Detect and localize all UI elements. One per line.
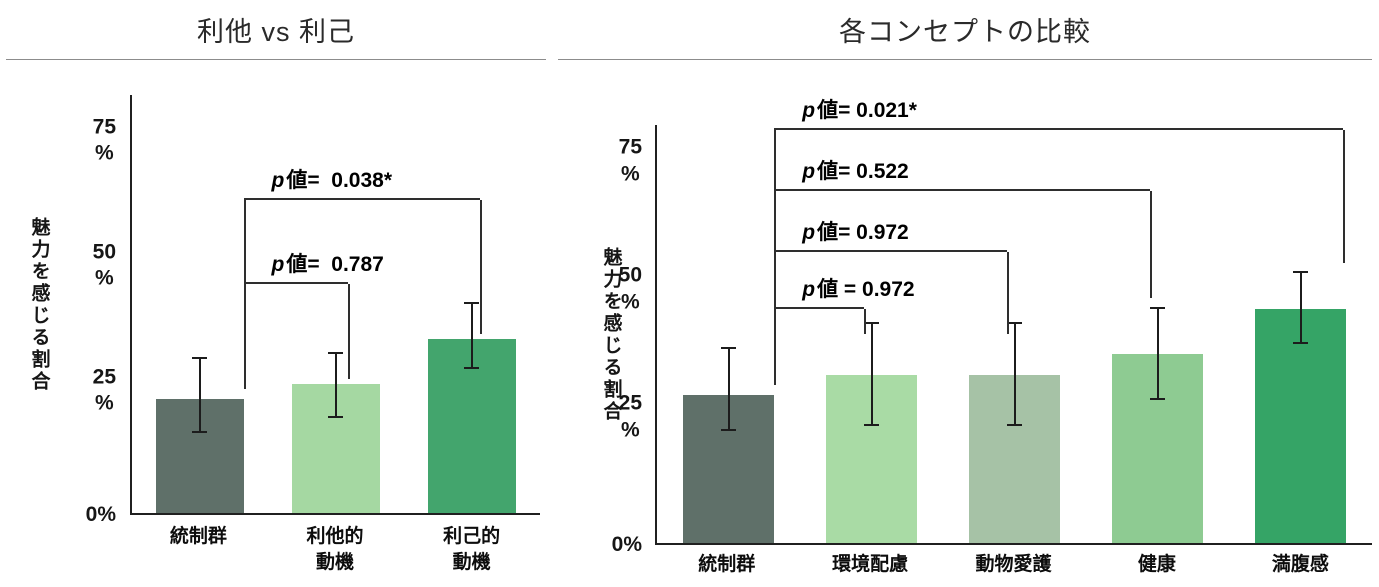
y-tick-label: 25 % — [92, 364, 116, 414]
chart-title-right: 各コンセプトの比較 — [839, 17, 1091, 47]
x-category-label: 動物愛護 — [975, 554, 1052, 575]
error-bar-cap — [720, 428, 736, 431]
significance-bracket-line — [243, 197, 481, 200]
p-value-label: p値 = 0.972 — [802, 277, 915, 301]
error-bar — [1299, 272, 1302, 345]
significance-bracket-drop — [1343, 130, 1346, 263]
bar — [1254, 308, 1347, 543]
significance-bracket-drop — [243, 199, 246, 389]
significance-bracket-drop — [1150, 191, 1153, 299]
y-tick-label: 75 % — [92, 114, 116, 164]
x-axis-labels: 統制群 環境配慮 動物愛護 健康 満腹感 — [655, 552, 1372, 578]
y-tick-label: 25 % — [618, 391, 642, 441]
bar-chart-right: 魅力を感じる割合 0% 25 % 50 % 75 % p値 = 0.972 p値= 0.… — [558, 0, 1372, 587]
x-category-label: 利己的 動機 — [443, 526, 501, 573]
y-tick-label: 0% — [611, 532, 642, 556]
p-value-label: p値= 0.787 — [271, 253, 384, 277]
error-bar-cap — [464, 302, 479, 304]
significance-bracket-drop — [774, 130, 777, 385]
y-axis-title-text: 魅力を感じる割合 — [600, 247, 622, 423]
y-tick-label: 50 % — [618, 263, 642, 313]
chart-title-left: 利他 vs 利己 — [196, 17, 355, 47]
y-axis-title-left: 魅力を感じる割合 — [22, 95, 56, 515]
y-axis-title-right: 魅力を感じる割合 — [594, 125, 628, 545]
p-value-label: p値= 0.038* — [271, 168, 392, 192]
x-category-label: 満腹感 — [1271, 554, 1329, 575]
error-bar-cap — [191, 356, 207, 359]
y-axis-title-text: 魅力を感じる割合 — [28, 217, 50, 393]
plot-area: p値 = 0.972 p値= 0.972 p値= 0.522 p値= 0.021* — [655, 99, 1372, 545]
error-bar-cap — [191, 431, 207, 434]
error-bar — [198, 358, 201, 434]
error-bar-cap — [328, 351, 343, 354]
significance-bracket-drop — [348, 284, 351, 379]
error-bar-cap — [464, 366, 479, 369]
error-bar-cap — [1292, 342, 1308, 345]
error-bar-cap — [1149, 398, 1165, 401]
y-axis-ticks: 0% 25 % 50 % 75 % — [46, 95, 122, 526]
significance-bracket-line — [774, 189, 1151, 192]
error-bar-cap — [1149, 306, 1165, 309]
p-value-label: p値= 0.522 — [802, 160, 909, 184]
y-tick-label: 50 % — [92, 239, 116, 289]
x-category-label: 利他的 動機 — [306, 526, 364, 573]
plot-area: p値= 0.787 p値= 0.038* — [130, 95, 540, 515]
error-bar-cap — [863, 321, 879, 324]
y-tick-label: 75 % — [618, 135, 642, 185]
bar-chart-left: 魅力を感じる割合 0% 25 % 50 % 75 % p値= 0.787 p値= 0.0… — [6, 0, 546, 587]
error-bar-cap — [328, 416, 343, 419]
chart-panel-right: 各コンセプトの比較 魅力を感じる割合 0% 25 % 50 % 75 % p値 = 0… — [558, 0, 1372, 587]
error-bar-cap — [1292, 270, 1308, 273]
error-bar — [1013, 323, 1016, 426]
significance-bracket-line — [774, 128, 1344, 131]
p-value-label: p値= 0.972 — [802, 221, 909, 245]
error-bar-cap — [720, 347, 736, 350]
title-underline-right — [558, 59, 1372, 60]
error-bar-cap — [863, 423, 879, 426]
error-bar — [727, 349, 730, 431]
error-bar-cap — [1006, 321, 1022, 324]
y-tick-label: 0% — [85, 502, 116, 526]
error-bar — [471, 304, 473, 369]
significance-bracket-line — [243, 282, 349, 285]
significance-bracket-drop — [864, 308, 867, 334]
significance-bracket-line — [774, 250, 1008, 253]
significance-bracket-drop — [480, 199, 483, 334]
x-category-label: 統制群 — [169, 526, 227, 547]
y-axis-ticks: 0% 25 % 50 % 75 % — [572, 125, 648, 556]
error-bar — [335, 353, 337, 419]
significance-bracket-drop — [1007, 252, 1010, 334]
error-bar — [870, 323, 873, 426]
chart-panel-left: 利他 vs 利己 魅力を感じる割合 0% 25 % 50 % 75 % p値= 0.7… — [6, 0, 546, 587]
significance-bracket-line — [774, 306, 865, 309]
title-underline-left — [6, 59, 546, 60]
x-category-label: 環境配慮 — [832, 554, 909, 575]
x-category-label: 統制群 — [698, 554, 756, 575]
x-category-label: 健康 — [1137, 554, 1176, 575]
error-bar — [1156, 308, 1159, 401]
x-axis-labels: 統制群 利他的 動機 利己的 動機 — [130, 524, 540, 575]
error-bar-cap — [1006, 423, 1022, 426]
p-value-label: p値= 0.021* — [802, 99, 917, 123]
